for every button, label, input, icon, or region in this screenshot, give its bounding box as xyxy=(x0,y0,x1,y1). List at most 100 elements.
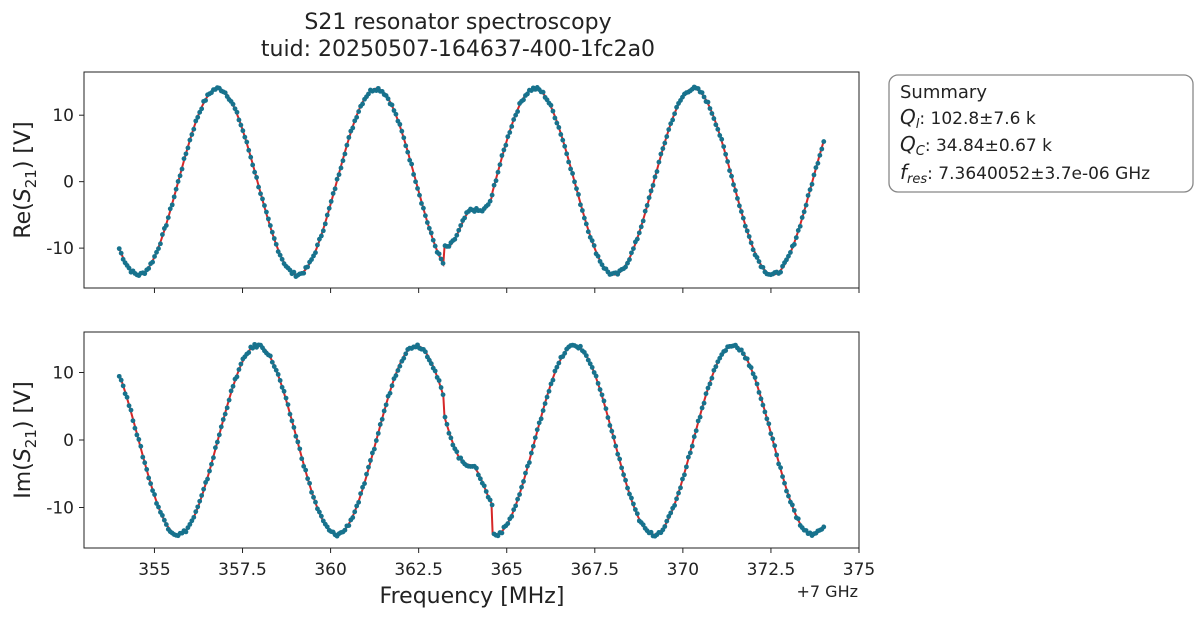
summary-fres: fres: 7.3640052±3.7e-06 GHz xyxy=(900,160,1150,187)
real-data-point xyxy=(126,265,132,271)
imag-data-point xyxy=(458,455,464,461)
real-data-point xyxy=(513,112,519,118)
imag-data-point xyxy=(780,474,785,479)
summary-heading: Summary xyxy=(900,82,987,103)
imag-data-point xyxy=(362,481,367,486)
real-data-point xyxy=(248,154,254,160)
real-data-point xyxy=(648,188,654,194)
real-data-point xyxy=(236,117,242,123)
real-data-point xyxy=(595,253,601,259)
imag-data-point xyxy=(509,513,515,519)
imag-data-point xyxy=(183,529,189,535)
imag-data-point xyxy=(397,363,403,369)
real-data-point xyxy=(574,186,579,192)
real-data-point xyxy=(301,270,307,276)
imag-data-point xyxy=(277,378,283,383)
imag-data-point xyxy=(738,347,744,353)
real-data-point xyxy=(277,252,283,258)
imag-data-point xyxy=(528,450,534,456)
imag-data-point xyxy=(487,497,493,503)
x-offset-label: +7 GHz xyxy=(797,582,859,601)
real-data-point xyxy=(731,182,736,188)
imag-data-point xyxy=(632,507,638,512)
real-data-point xyxy=(735,196,740,201)
imag-data-point xyxy=(440,392,446,398)
imag-data-point xyxy=(474,465,479,471)
real-data-point xyxy=(430,237,436,243)
imag-data-point xyxy=(163,522,169,527)
real-data-point xyxy=(318,233,324,239)
imag-data-point xyxy=(597,387,603,392)
real-data-point xyxy=(742,223,748,229)
real-data-point xyxy=(778,269,783,275)
real-data-point xyxy=(713,122,719,128)
real-data-point xyxy=(629,250,634,256)
imag-data-point xyxy=(375,430,381,436)
real-data-point xyxy=(262,203,267,208)
imag-data-point xyxy=(134,432,140,438)
real-data-point xyxy=(746,234,752,239)
imag-data-point xyxy=(126,403,132,409)
real-data-point xyxy=(589,238,595,244)
imag-data-point xyxy=(672,503,678,508)
imag-data-point xyxy=(695,418,701,424)
imag-data-point xyxy=(599,392,605,398)
real-data-point xyxy=(291,269,297,275)
real-data-point xyxy=(652,174,658,180)
imag-data-point xyxy=(281,388,287,394)
imag-data-point xyxy=(216,432,222,438)
real-data-point xyxy=(320,228,326,234)
imag-x-tick-label: 362.5 xyxy=(394,560,443,580)
imag-data-point xyxy=(287,411,293,417)
real-data-point xyxy=(354,114,360,120)
imag-data-point xyxy=(784,488,789,494)
real-data-point xyxy=(581,215,587,221)
imag-data-point xyxy=(138,443,144,449)
real-data-point xyxy=(242,134,248,140)
imag-data-point xyxy=(668,510,674,516)
real-data-point xyxy=(403,143,409,149)
imag-data-point xyxy=(666,514,672,519)
real-data-point xyxy=(666,127,672,132)
imag-data-point xyxy=(711,367,717,373)
imag-data-point xyxy=(619,465,625,471)
imag-data-point xyxy=(393,373,399,378)
imag-data-point xyxy=(142,460,148,466)
imag-data-point xyxy=(585,357,591,363)
imag-data-point xyxy=(554,364,560,370)
imag-data-point xyxy=(136,437,142,442)
real-data-point xyxy=(750,247,756,253)
imag-data-point xyxy=(454,449,460,455)
imag-data-point xyxy=(197,498,203,504)
real-data-point xyxy=(640,218,646,224)
imag-data-point xyxy=(615,451,621,457)
imag-data-point xyxy=(224,405,230,411)
real-data-point xyxy=(811,172,817,178)
imag-data-point xyxy=(607,423,613,428)
imag-data-point xyxy=(301,463,307,469)
imag-data-point xyxy=(709,375,715,381)
imag-data-point xyxy=(371,446,377,452)
imag-data-point xyxy=(132,425,138,431)
real-data-point xyxy=(287,267,293,273)
real-data-point xyxy=(142,271,148,277)
real-data-point xyxy=(385,96,391,102)
real-data-point xyxy=(187,137,193,143)
real-data-point xyxy=(432,243,438,249)
imag-data-point xyxy=(152,492,157,497)
real-data-point xyxy=(332,186,338,192)
imag-data-point xyxy=(271,364,277,369)
imag-data-point xyxy=(621,472,626,478)
imag-data-point xyxy=(432,368,438,374)
real-data-point xyxy=(419,201,424,206)
real-data-point xyxy=(717,133,723,138)
imag-data-point xyxy=(748,365,754,370)
imag-data-point xyxy=(603,406,609,412)
imag-data-point xyxy=(442,414,448,420)
real-data-point xyxy=(350,125,356,131)
real-data-point xyxy=(181,156,187,162)
imag-data-point xyxy=(291,425,297,430)
real-data-point xyxy=(670,117,676,123)
